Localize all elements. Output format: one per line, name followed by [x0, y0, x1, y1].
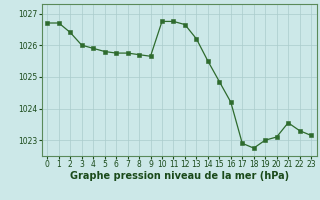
X-axis label: Graphe pression niveau de la mer (hPa): Graphe pression niveau de la mer (hPa) — [70, 171, 289, 181]
